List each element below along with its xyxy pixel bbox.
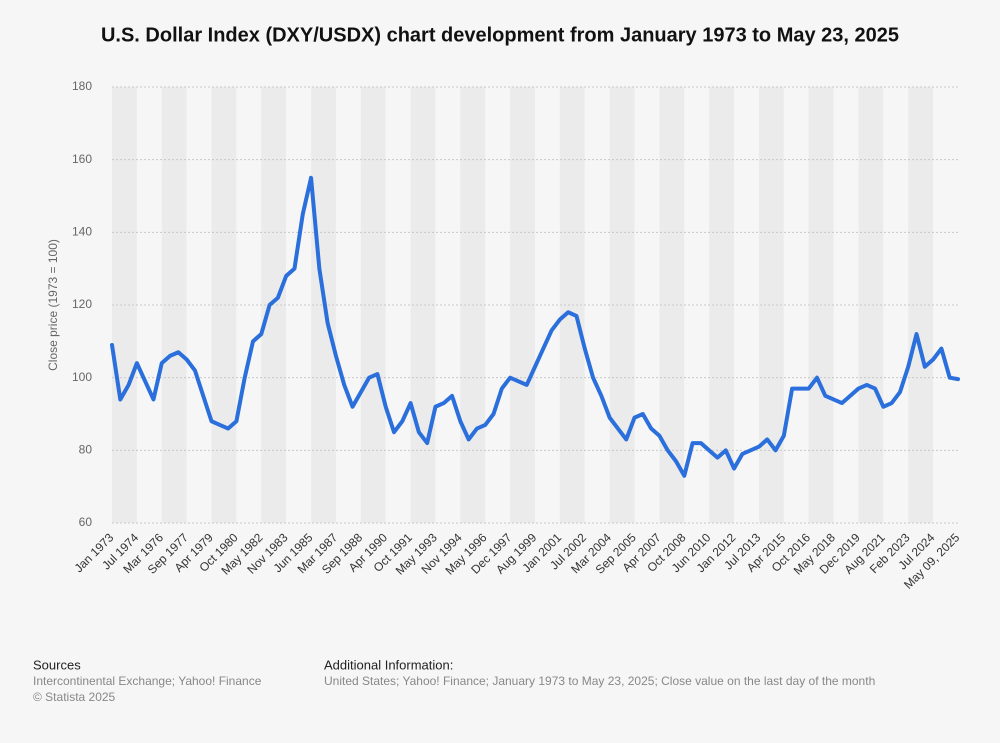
- chart-title: U.S. Dollar Index (DXY/USDX) chart devel…: [101, 24, 899, 46]
- line: [110, 175, 960, 478]
- y-axis-label: Close price (1973 = 100): [46, 239, 60, 371]
- sources-heading: Sources: [33, 657, 81, 672]
- y-tick-label: 140: [72, 225, 92, 239]
- band: [634, 87, 660, 523]
- y-tick-label: 80: [79, 443, 93, 457]
- band: [858, 87, 884, 523]
- band: [186, 87, 212, 523]
- band: [535, 87, 560, 523]
- y-tick-label: 160: [72, 152, 92, 166]
- band: [510, 87, 535, 523]
- info: United States; Yahoo! Finance; January 1…: [324, 674, 875, 688]
- plot-area: [112, 86, 958, 524]
- y-tick-label: 180: [72, 79, 92, 93]
- info-heading: Additional Information:: [324, 657, 453, 672]
- band: [286, 87, 312, 523]
- band: [758, 87, 784, 523]
- y-tick-label: 120: [72, 297, 92, 311]
- source: © Statista 2025: [33, 690, 116, 704]
- source: Intercontinental Exchange; Yahoo! Financ…: [33, 674, 262, 688]
- y-tick-label: 100: [72, 370, 92, 384]
- band: [410, 87, 436, 523]
- y-tick-label: 60: [79, 515, 93, 529]
